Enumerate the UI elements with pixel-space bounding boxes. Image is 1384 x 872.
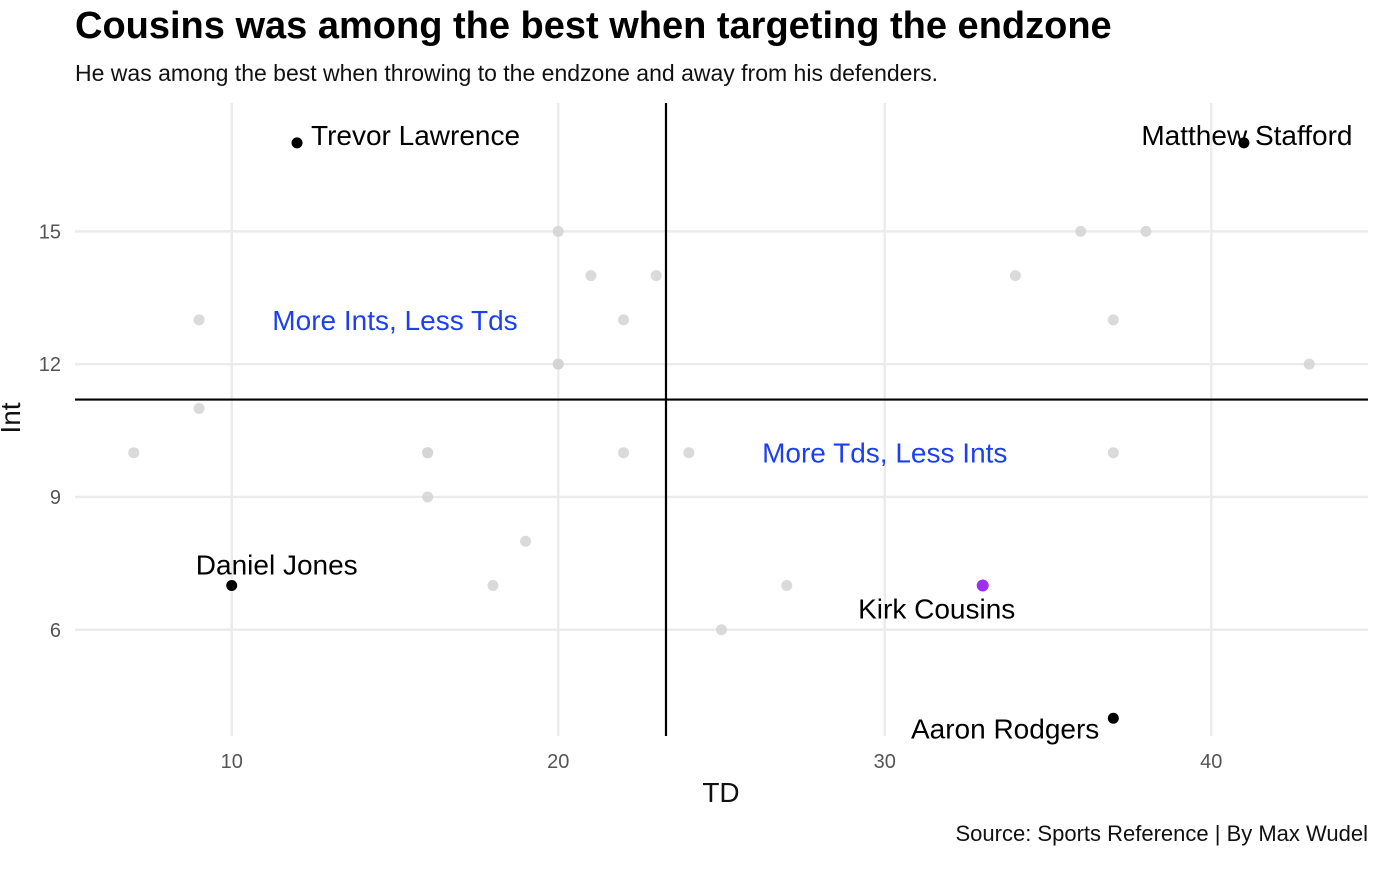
- background-point: [128, 447, 140, 459]
- x-tick-label: 10: [221, 751, 243, 773]
- background-point: [552, 358, 564, 370]
- player-label: Daniel Jones: [196, 549, 358, 580]
- highlighted-point: [1238, 137, 1250, 149]
- y-tick-label: 9: [50, 487, 61, 509]
- background-point: [1107, 314, 1119, 326]
- highlighted-point: [1107, 712, 1119, 724]
- chart-caption: Source: Sports Reference | By Max Wudel: [956, 821, 1369, 846]
- y-axis-title: Int: [0, 402, 26, 433]
- quadrant-label: More Tds, Less Ints: [762, 438, 1007, 469]
- background-point: [1303, 358, 1315, 370]
- background-point: [1009, 270, 1021, 282]
- highlighted-points: [226, 137, 1250, 724]
- x-axis-title: TD: [702, 777, 739, 808]
- highlighted-point: [291, 137, 303, 149]
- player-label: Matthew Stafford: [1141, 120, 1352, 151]
- reference-lines: [75, 103, 1368, 736]
- axis-ticks: 10 20 30 40 6 9 12 15: [39, 221, 1223, 773]
- y-tick-label: 12: [39, 354, 61, 376]
- x-tick-label: 20: [547, 751, 569, 773]
- chart-title: Cousins was among the best when targetin…: [75, 5, 1112, 47]
- background-point: [781, 579, 793, 591]
- highlighted-point: [226, 579, 238, 591]
- background-point: [422, 447, 434, 459]
- background-point: [1140, 225, 1152, 237]
- featured-point: [976, 579, 989, 592]
- background-point: [552, 225, 564, 237]
- x-tick-label: 30: [874, 751, 896, 773]
- background-point: [618, 314, 630, 326]
- player-labels: Trevor Lawrence Matthew Stafford Daniel Jo…: [196, 120, 1353, 744]
- player-label: Aaron Rodgers: [911, 713, 1099, 744]
- background-point: [193, 314, 205, 326]
- background-point: [716, 624, 727, 636]
- background-point: [422, 491, 434, 503]
- background-point: [193, 402, 205, 414]
- background-point: [585, 270, 597, 282]
- background-point: [650, 270, 662, 282]
- background-point: [520, 535, 532, 547]
- background-point: [1075, 225, 1087, 237]
- chart-subtitle: He was among the best when throwing to t…: [75, 60, 938, 86]
- background-points: [128, 225, 1315, 636]
- background-point: [487, 579, 499, 591]
- player-label: Trevor Lawrence: [311, 120, 520, 151]
- quadrant-label: More Ints, Less Tds: [272, 305, 517, 336]
- grid-lines: [75, 103, 1368, 736]
- player-label: Kirk Cousins: [858, 593, 1015, 624]
- background-point: [618, 447, 630, 459]
- background-point: [1107, 447, 1119, 459]
- y-tick-label: 15: [39, 221, 61, 243]
- y-tick-label: 6: [50, 620, 61, 642]
- background-point: [683, 447, 695, 459]
- quadrant-labels: More Ints, Less Tds More Tds, Less Ints: [272, 305, 1007, 469]
- x-tick-label: 40: [1200, 751, 1222, 773]
